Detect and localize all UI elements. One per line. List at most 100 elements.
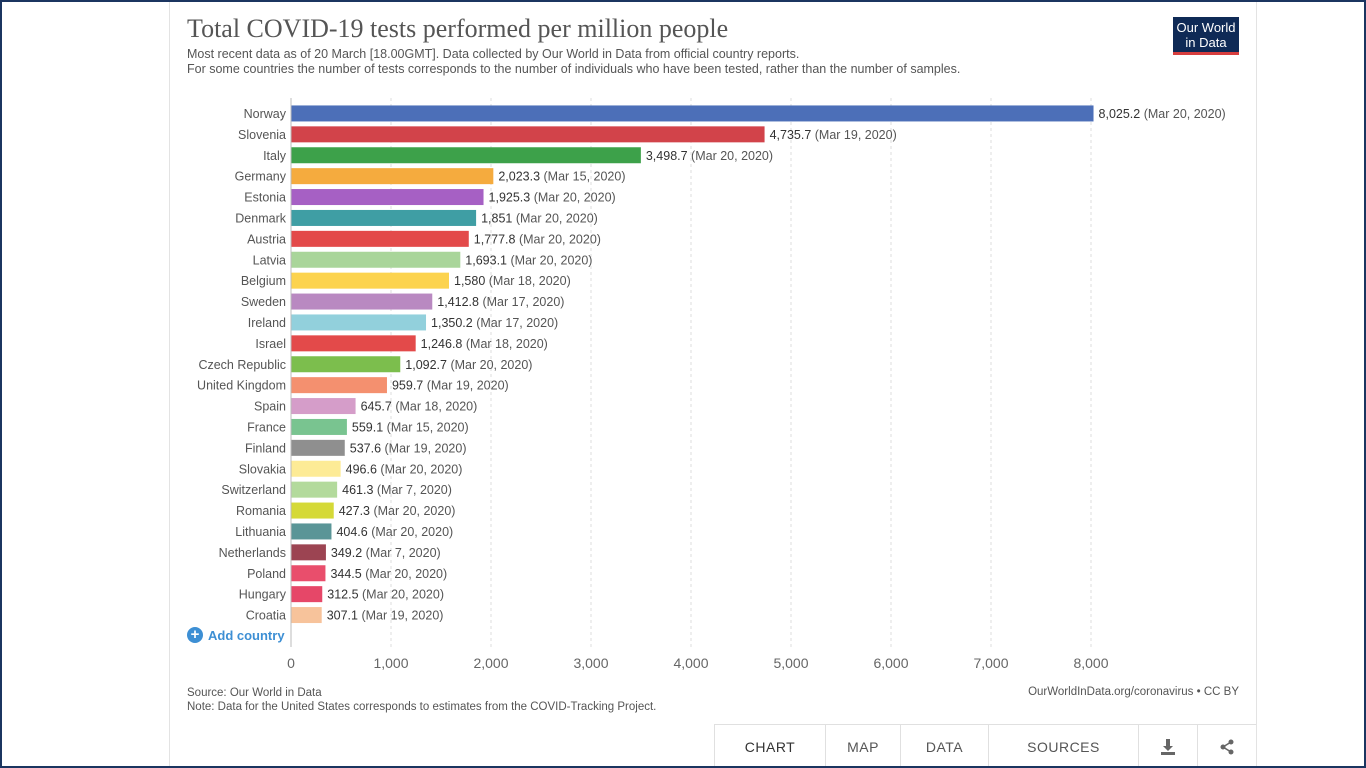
category-label: Czech Republic <box>198 358 286 372</box>
x-tick-label: 4,000 <box>673 655 708 671</box>
category-label: Israel <box>255 337 286 351</box>
owid-logo[interactable]: Our World in Data <box>1173 17 1239 55</box>
category-label: Italy <box>263 149 287 163</box>
tab-chart[interactable]: CHART <box>714 725 825 768</box>
bar <box>291 356 401 373</box>
bar <box>291 502 334 519</box>
value-date: (Mar 20, 2020) <box>512 211 597 225</box>
value-label: 1,777.8 (Mar 20, 2020) <box>474 232 601 246</box>
value-label: 1,412.8 (Mar 17, 2020) <box>437 295 564 309</box>
value-date: (Mar 19, 2020) <box>381 441 466 455</box>
value-number: 1,580 <box>454 274 485 288</box>
value-number: 427.3 <box>339 504 370 518</box>
bar <box>291 377 387 394</box>
share-button[interactable] <box>1197 725 1256 768</box>
value-date: (Mar 7, 2020) <box>373 483 452 497</box>
value-date: (Mar 20, 2020) <box>530 191 615 205</box>
category-label: Slovenia <box>238 128 286 142</box>
download-button[interactable] <box>1138 725 1197 768</box>
add-country-button[interactable]: + Add country <box>187 627 285 643</box>
value-date: (Mar 18, 2020) <box>485 274 570 288</box>
value-date: (Mar 19, 2020) <box>811 128 896 142</box>
category-label: Spain <box>254 400 286 414</box>
value-date: (Mar 20, 2020) <box>1140 107 1225 121</box>
value-label: 461.3 (Mar 7, 2020) <box>342 483 452 497</box>
value-date: (Mar 18, 2020) <box>462 337 547 351</box>
value-number: 307.1 <box>327 609 358 623</box>
category-label: Romania <box>236 504 286 518</box>
value-date: (Mar 20, 2020) <box>507 253 592 267</box>
value-date: (Mar 20, 2020) <box>447 358 532 372</box>
value-number: 312.5 <box>327 588 358 602</box>
plus-circle-icon: + <box>187 627 203 643</box>
bar <box>291 105 1094 122</box>
value-number: 2,023.3 <box>498 170 540 184</box>
value-number: 3,498.7 <box>646 149 688 163</box>
tab-map[interactable]: MAP <box>825 725 900 768</box>
tab-sources[interactable]: SOURCES <box>988 725 1138 768</box>
source-text: Source: Our World in Data <box>187 687 322 699</box>
value-date: (Mar 7, 2020) <box>362 546 441 560</box>
chart-subtitle: Most recent data as of 20 March [18.00GM… <box>187 47 960 77</box>
value-number: 349.2 <box>331 546 362 560</box>
bar <box>291 147 641 164</box>
value-number: 461.3 <box>342 483 373 497</box>
value-date: (Mar 20, 2020) <box>515 232 600 246</box>
logo-line-2: in Data <box>1185 35 1227 50</box>
x-tick-label: 5,000 <box>773 655 808 671</box>
subtitle-line-2: For some countries the number of tests c… <box>187 62 961 76</box>
category-label: Sweden <box>241 295 286 309</box>
chart-footer: Source: Our World in Data Note: Data for… <box>187 686 656 714</box>
download-icon <box>1161 738 1175 755</box>
value-label: 537.6 (Mar 19, 2020) <box>350 441 467 455</box>
bar <box>291 586 323 603</box>
category-label: Finland <box>245 441 286 455</box>
x-tick-label: 2,000 <box>473 655 508 671</box>
value-date: (Mar 19, 2020) <box>358 609 443 623</box>
value-date: (Mar 18, 2020) <box>392 400 477 414</box>
bar <box>291 314 427 331</box>
value-date: (Mar 20, 2020) <box>377 462 462 476</box>
bar <box>291 481 338 498</box>
credit-link[interactable]: OurWorldInData.org/coronavirus • CC BY <box>1028 686 1239 698</box>
add-country-label: Add country <box>208 627 285 643</box>
x-tick-label: 8,000 <box>1073 655 1108 671</box>
category-label: Ireland <box>248 316 286 330</box>
value-number: 8,025.2 <box>1099 107 1141 121</box>
category-label: Switzerland <box>221 483 286 497</box>
value-label: 1,693.1 (Mar 20, 2020) <box>465 253 592 267</box>
category-label: Hungary <box>239 588 287 602</box>
category-label: Slovakia <box>239 462 286 476</box>
value-number: 1,693.1 <box>465 253 507 267</box>
category-label: Lithuania <box>235 525 286 539</box>
value-number: 1,246.8 <box>421 337 463 351</box>
value-date: (Mar 20, 2020) <box>368 525 453 539</box>
value-label: 959.7 (Mar 19, 2020) <box>392 379 509 393</box>
bar <box>291 398 356 415</box>
value-label: 3,498.7 (Mar 20, 2020) <box>646 149 773 163</box>
value-date: (Mar 19, 2020) <box>423 379 508 393</box>
value-date: (Mar 20, 2020) <box>362 567 447 581</box>
value-date: (Mar 17, 2020) <box>473 316 558 330</box>
category-label: Austria <box>247 232 286 246</box>
value-date: (Mar 20, 2020) <box>370 504 455 518</box>
category-label: Denmark <box>235 211 286 225</box>
x-tick-label: 3,000 <box>573 655 608 671</box>
value-number: 1,925.3 <box>489 191 531 205</box>
bar <box>291 460 341 477</box>
bar <box>291 418 347 435</box>
x-tick-label: 7,000 <box>973 655 1008 671</box>
value-number: 1,350.2 <box>431 316 473 330</box>
category-label: Belgium <box>241 274 286 288</box>
value-label: 427.3 (Mar 20, 2020) <box>339 504 456 518</box>
value-label: 1,246.8 (Mar 18, 2020) <box>421 337 548 351</box>
value-date: (Mar 20, 2020) <box>688 149 773 163</box>
bar <box>291 189 484 206</box>
value-label: 4,735.7 (Mar 19, 2020) <box>770 128 897 142</box>
share-icon <box>1220 739 1234 754</box>
bar <box>291 335 416 352</box>
value-date: (Mar 15, 2020) <box>540 170 625 184</box>
tab-data[interactable]: DATA <box>900 725 988 768</box>
value-label: 349.2 (Mar 7, 2020) <box>331 546 441 560</box>
